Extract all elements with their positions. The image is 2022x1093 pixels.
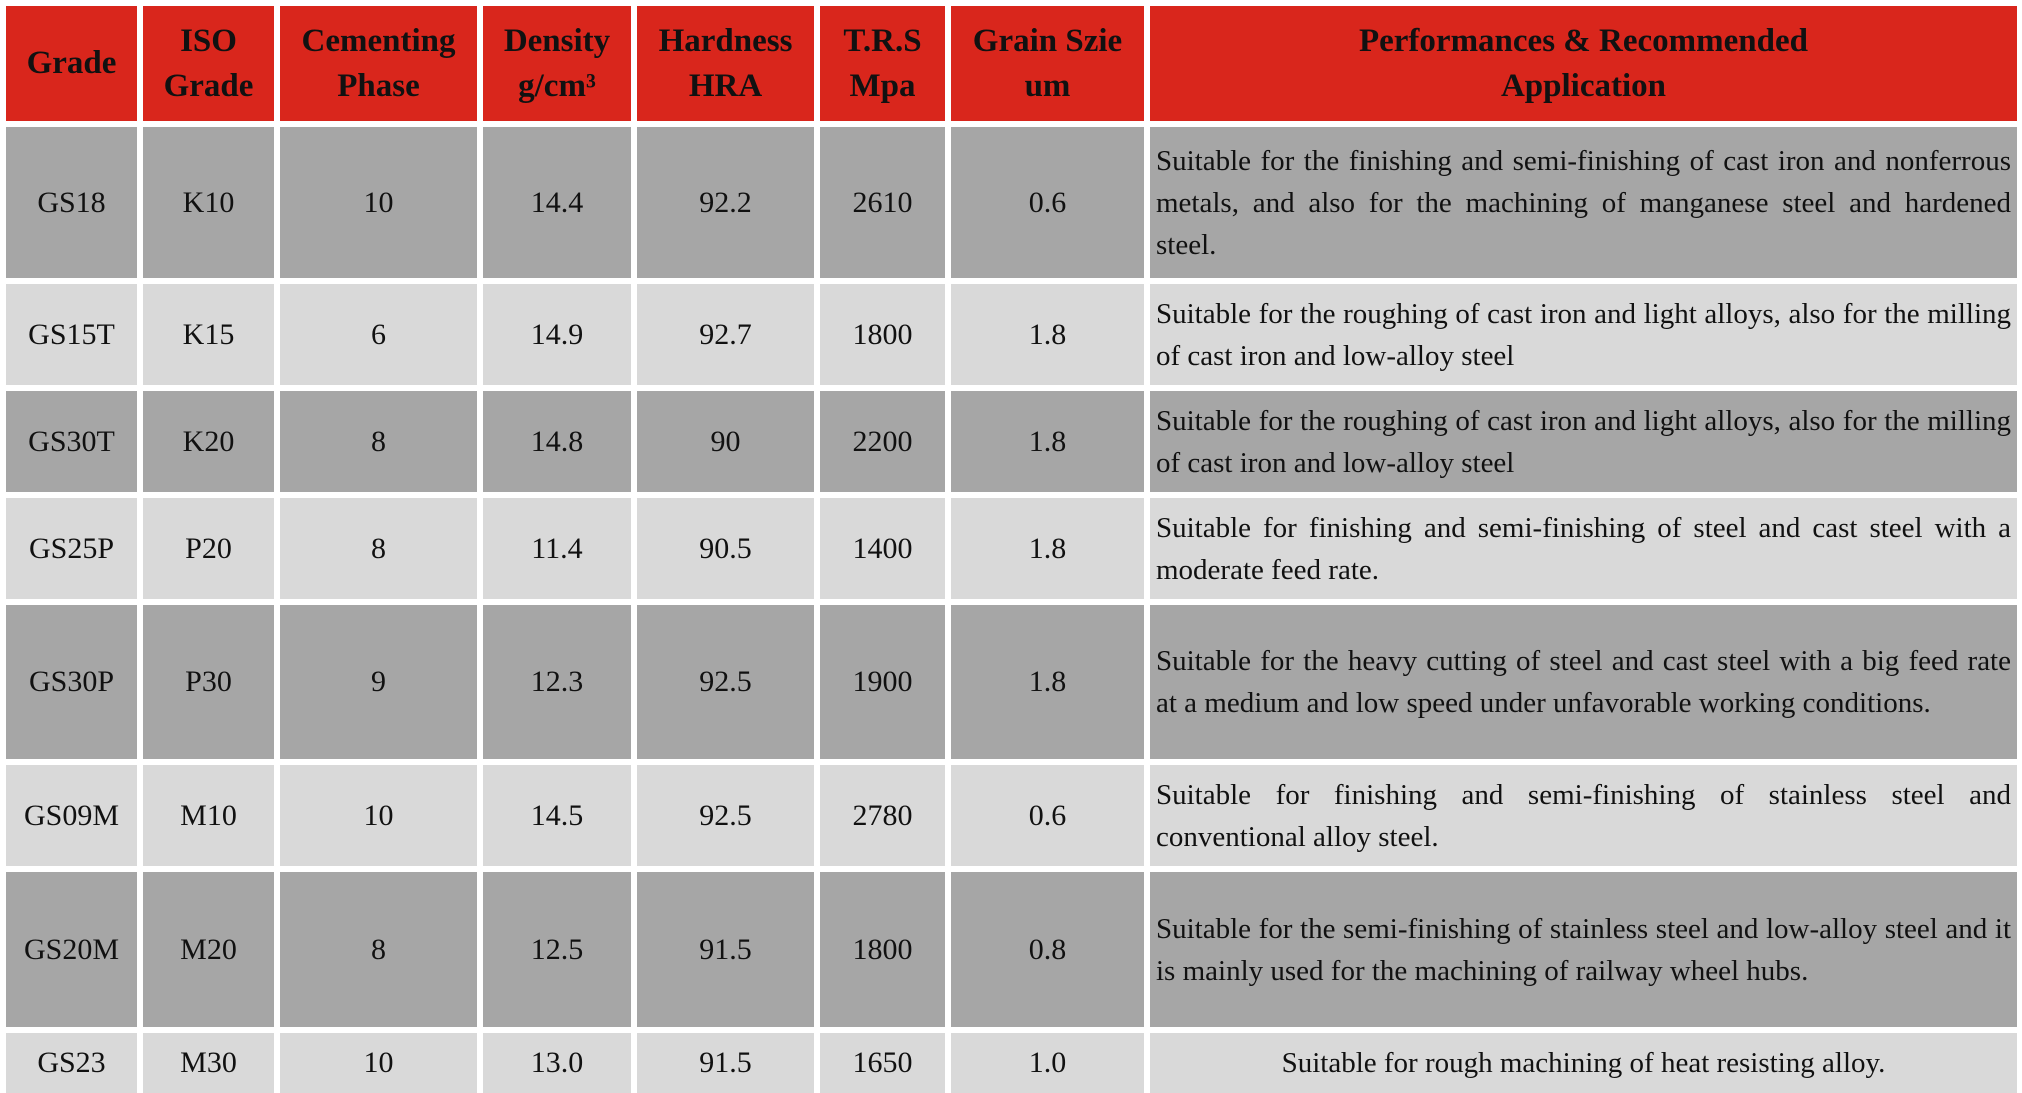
cell-density: 14.8	[483, 391, 631, 492]
cell-iso-grade: P20	[143, 498, 274, 599]
cell-grade: GS25P	[6, 498, 137, 599]
cell-density: 14.5	[483, 765, 631, 866]
cell-hardness: 90.5	[637, 498, 814, 599]
cell-application: Suitable for finishing and semi-finishin…	[1150, 498, 2017, 599]
cell-cementing-phase: 8	[280, 872, 477, 1027]
cell-trs: 2200	[820, 391, 945, 492]
cell-trs: 1400	[820, 498, 945, 599]
cell-application: Suitable for the roughing of cast iron a…	[1150, 284, 2017, 385]
header-hardness: Hardness HRA	[637, 6, 814, 121]
cell-density: 11.4	[483, 498, 631, 599]
cell-iso-grade: P30	[143, 605, 274, 759]
cell-application: Suitable for the finishing and semi-fini…	[1150, 127, 2017, 278]
cell-iso-grade: M30	[143, 1033, 274, 1093]
cell-cementing-phase: 8	[280, 391, 477, 492]
header-trs: T.R.S Mpa	[820, 6, 945, 121]
cell-cementing-phase: 6	[280, 284, 477, 385]
cell-grade: GS20M	[6, 872, 137, 1027]
cell-grain-size: 1.8	[951, 284, 1144, 385]
cell-iso-grade: K10	[143, 127, 274, 278]
cell-grain-size: 0.6	[951, 127, 1144, 278]
cell-grain-size: 1.0	[951, 1033, 1144, 1093]
cell-cementing-phase: 9	[280, 605, 477, 759]
cell-grain-size: 1.8	[951, 498, 1144, 599]
cell-density: 14.9	[483, 284, 631, 385]
cell-grain-size: 1.8	[951, 605, 1144, 759]
cell-cementing-phase: 10	[280, 765, 477, 866]
cell-density: 12.3	[483, 605, 631, 759]
header-grain-size: Grain Szie um	[951, 6, 1144, 121]
cell-cementing-phase: 10	[280, 1033, 477, 1093]
cell-trs: 1650	[820, 1033, 945, 1093]
cell-iso-grade: M10	[143, 765, 274, 866]
cell-iso-grade: M20	[143, 872, 274, 1027]
cell-grade: GS18	[6, 127, 137, 278]
cell-hardness: 92.5	[637, 765, 814, 866]
cell-iso-grade: K20	[143, 391, 274, 492]
cell-application: Suitable for the semi-finishing of stain…	[1150, 872, 2017, 1027]
cell-density: 13.0	[483, 1033, 631, 1093]
cell-trs: 2780	[820, 765, 945, 866]
cell-grade: GS09M	[6, 765, 137, 866]
cell-application: Suitable for rough machining of heat res…	[1150, 1033, 2017, 1093]
header-application: Performances & Recommended Application	[1150, 6, 2017, 121]
cell-trs: 1800	[820, 284, 945, 385]
header-cementing-phase: Cementing Phase	[280, 6, 477, 121]
cell-trs: 2610	[820, 127, 945, 278]
cell-grain-size: 1.8	[951, 391, 1144, 492]
cell-application: Suitable for finishing and semi-finishin…	[1150, 765, 2017, 866]
cell-application: Suitable for the heavy cutting of steel …	[1150, 605, 2017, 759]
cell-hardness: 90	[637, 391, 814, 492]
grade-table: Grade ISO Grade Cementing Phase Density g/c…	[6, 6, 2017, 1093]
cell-application: Suitable for the roughing of cast iron a…	[1150, 391, 2017, 492]
cell-grade: GS23	[6, 1033, 137, 1093]
cell-hardness: 92.7	[637, 284, 814, 385]
cell-cementing-phase: 8	[280, 498, 477, 599]
cell-grain-size: 0.8	[951, 872, 1144, 1027]
cell-grade: GS30T	[6, 391, 137, 492]
cell-trs: 1900	[820, 605, 945, 759]
header-grade: Grade	[6, 6, 137, 121]
cell-grain-size: 0.6	[951, 765, 1144, 866]
cell-cementing-phase: 10	[280, 127, 477, 278]
cell-hardness: 91.5	[637, 1033, 814, 1093]
cell-hardness: 92.5	[637, 605, 814, 759]
cell-grade: GS30P	[6, 605, 137, 759]
cell-density: 12.5	[483, 872, 631, 1027]
cell-density: 14.4	[483, 127, 631, 278]
cell-grade: GS15T	[6, 284, 137, 385]
header-iso-grade: ISO Grade	[143, 6, 274, 121]
cell-hardness: 91.5	[637, 872, 814, 1027]
cell-trs: 1800	[820, 872, 945, 1027]
cell-hardness: 92.2	[637, 127, 814, 278]
header-density: Density g/cm³	[483, 6, 631, 121]
cell-iso-grade: K15	[143, 284, 274, 385]
